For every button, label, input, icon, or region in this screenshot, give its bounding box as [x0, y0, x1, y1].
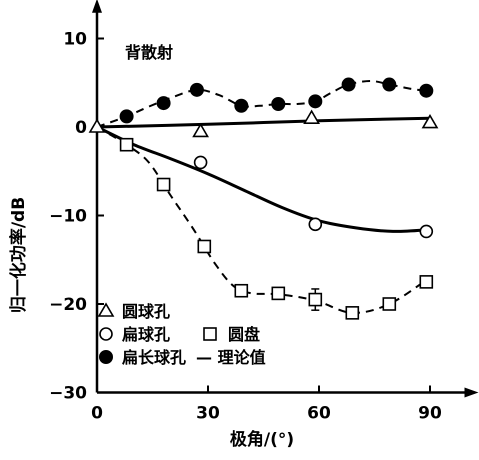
point-prolate [308, 94, 323, 109]
point-disk [345, 306, 360, 320]
point-disk [271, 286, 286, 301]
x-tick-label: 30 [196, 404, 220, 424]
y-tick-label: 10 [63, 30, 87, 50]
point-prolate [119, 109, 134, 124]
point-sphere [88, 118, 106, 133]
chart-title: 背散射 [125, 43, 173, 62]
point-disk [308, 292, 323, 307]
y-tick-label: 0 [75, 118, 87, 138]
y-tick-label: −30 [49, 384, 87, 404]
point-prolate [271, 96, 286, 111]
point-oblate [308, 217, 323, 232]
curves [96, 79, 431, 314]
markers [88, 77, 439, 320]
legend-label-oblate: 扁球孔 [122, 325, 170, 344]
x-axis-title: 极角/(°) [230, 429, 294, 450]
x-tick-label: 90 [418, 404, 442, 424]
point-disk [234, 283, 249, 298]
y-axis-arrow [92, 0, 102, 13]
point-sphere [421, 113, 439, 129]
curve-sphere [96, 116, 431, 129]
point-prolate [419, 83, 434, 98]
curve-disk [96, 126, 427, 314]
point-disk [119, 137, 134, 152]
point-prolate [382, 77, 397, 92]
y-axis-title: 归一化功率/dB [8, 197, 29, 313]
legend-label-prolate: 扁长球孔 [122, 348, 186, 367]
legend-label-theory: — 理论值 [196, 348, 266, 367]
point-oblate [193, 155, 208, 170]
axes: 100−10−20−300 30 60 90 [49, 0, 479, 424]
point-disk [197, 239, 212, 254]
point-disk [156, 177, 171, 192]
y-tick-label: −20 [49, 295, 87, 315]
legend-marker-sphere [97, 302, 115, 317]
point-disk [419, 275, 434, 289]
y-tick-label: −10 [49, 207, 87, 227]
point-prolate [341, 77, 356, 92]
point-prolate [234, 98, 249, 113]
point-oblate [419, 224, 434, 239]
point-disk [382, 297, 397, 311]
legend: 圆球孔 扁球孔 圆盘 扁长球孔 — 理论值 [97, 302, 266, 367]
legend-marker-disk [203, 327, 217, 341]
x-axis-arrow [464, 387, 479, 398]
legend-label-disk: 圆盘 [228, 325, 260, 344]
curve-oblate [96, 125, 431, 233]
legend-marker-prolate [99, 350, 113, 364]
point-sphere [192, 122, 209, 138]
legend-label-sphere: 圆球孔 [122, 302, 170, 321]
x-tick-label: 0 [91, 404, 103, 424]
legend-marker-oblate [99, 327, 113, 341]
point-prolate [156, 96, 171, 111]
point-sphere [303, 109, 320, 124]
x-tick-label: 60 [307, 404, 331, 424]
point-prolate [189, 82, 204, 97]
